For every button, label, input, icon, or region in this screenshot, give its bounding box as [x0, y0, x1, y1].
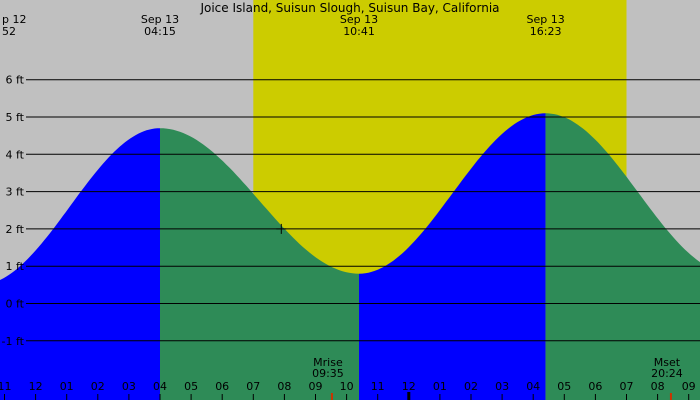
y-tick-label: 3 ft	[6, 186, 25, 199]
x-tick-label: 08	[277, 380, 291, 393]
extreme-time-label: 52	[2, 25, 16, 38]
y-tick-label: 5 ft	[6, 111, 25, 124]
extreme-time-label: 16:23	[530, 25, 562, 38]
x-tick-label: 11	[371, 380, 385, 393]
x-tick-label: 02	[464, 380, 478, 393]
x-tick-label: 09	[309, 380, 323, 393]
tide-rising-segment	[0, 128, 160, 400]
x-tick-label: 06	[588, 380, 602, 393]
x-tick-label: 01	[60, 380, 74, 393]
x-tick-label: 10	[340, 380, 354, 393]
extreme-date-label: p 12	[2, 13, 26, 26]
x-tick-label: 05	[557, 380, 571, 393]
midnight-marker	[407, 392, 411, 400]
extreme-date-label: Sep 13	[527, 13, 565, 26]
moon-event-label: Mrise	[313, 356, 343, 369]
x-tick-label: 12	[402, 380, 416, 393]
moon-event-time: 09:35	[312, 367, 344, 380]
x-tick-label: 05	[184, 380, 198, 393]
x-tick-label: 07	[246, 380, 260, 393]
x-tick-label: 03	[495, 380, 509, 393]
moon-event-time: 20:24	[651, 367, 683, 380]
y-tick-label: -1 ft	[2, 335, 25, 348]
x-tick-label: 06	[215, 380, 229, 393]
x-tick-label: 01	[433, 380, 447, 393]
extreme-time-label: 10:41	[343, 25, 375, 38]
y-tick-label: 6 ft	[6, 74, 25, 87]
x-tick-label: 12	[29, 380, 43, 393]
y-tick-label: 0 ft	[6, 298, 25, 311]
tide-rising-segment	[359, 113, 546, 400]
extreme-time-label: 04:15	[144, 25, 176, 38]
x-tick-label: 03	[122, 380, 136, 393]
y-tick-label: 4 ft	[6, 148, 25, 161]
x-tick-label: 08	[651, 380, 665, 393]
tide-falling-segment	[545, 113, 700, 400]
x-tick-label: 07	[620, 380, 634, 393]
current-position-marker	[276, 223, 287, 234]
x-tick-label: 04	[526, 380, 540, 393]
x-tick-label: 11	[0, 380, 12, 393]
extreme-date-label: Sep 13	[340, 13, 378, 26]
moon-event-label: Mset	[654, 356, 681, 369]
y-tick-label: 2 ft	[6, 223, 25, 236]
x-tick-label: 02	[91, 380, 105, 393]
x-tick-label: 04	[153, 380, 167, 393]
tide-falling-segment	[160, 128, 359, 400]
extreme-date-label: Sep 13	[141, 13, 179, 26]
chart-title: Joice Island, Suisun Slough, Suisun Bay,…	[199, 1, 499, 15]
x-tick-label: 09	[682, 380, 696, 393]
y-tick-label: 1 ft	[6, 260, 25, 273]
